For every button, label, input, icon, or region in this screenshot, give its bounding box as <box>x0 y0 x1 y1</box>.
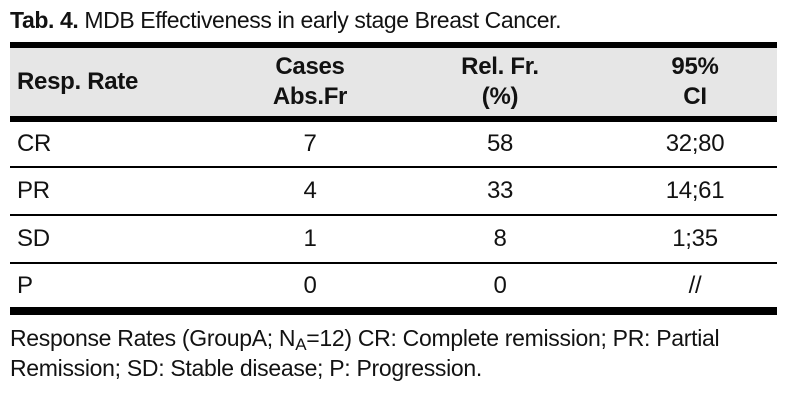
table-caption-number: Tab. 4. <box>10 7 79 33</box>
table-caption: Tab. 4. MDB Effectiveness in early stage… <box>10 0 779 42</box>
footnote-text-after-sub: =12) CR: Complete remission; PR: Partial <box>306 325 720 351</box>
results-table: Resp. Rate Cases Abs.Fr Rel. Fr. (%) 95%… <box>10 42 777 315</box>
table-footnote: Response Rates (GroupA; NA=12) CR: Compl… <box>10 315 779 383</box>
cell-ci: 14;61 <box>665 177 725 204</box>
col-header-rel-fr-line1: Rel. Fr. <box>461 53 539 80</box>
col-header-cases-absfr: Cases Abs.Fr <box>233 45 387 122</box>
cell-rel-fr: 33 <box>486 177 514 204</box>
cell-cases: 0 <box>303 271 317 299</box>
cell-ci: // <box>688 271 702 299</box>
table-row-p: P 0 0 // <box>10 263 777 311</box>
cell-resp-rate: PR <box>17 177 50 204</box>
cell-cases: 4 <box>303 177 317 204</box>
cell-ci: 1;35 <box>672 225 718 252</box>
table-row-pr: PR 4 33 14;61 <box>10 167 777 215</box>
footnote-subscript: A <box>295 335 307 354</box>
col-header-cases-line2: Abs.Fr <box>272 83 348 110</box>
cell-resp-rate: CR <box>17 130 52 157</box>
cell-cases: 1 <box>303 225 317 252</box>
footnote-text-before-sub: Response Rates (GroupA; N <box>10 325 296 351</box>
table-caption-text: MDB Effectiveness in early stage Breast … <box>84 7 562 33</box>
cell-rel-fr: 0 <box>493 271 507 299</box>
cell-ci: 32;80 <box>665 130 725 157</box>
cell-rel-fr: 8 <box>493 225 507 252</box>
col-header-cases-line1: Cases <box>275 53 345 80</box>
col-header-resp-rate: Resp. Rate <box>10 45 233 122</box>
cell-rel-fr: 58 <box>486 130 514 157</box>
col-header-rel-fr-line2: (%) <box>481 83 519 110</box>
col-header-95ci-line2: CI <box>683 83 707 110</box>
table-row-cr: CR 7 58 32;80 <box>10 119 777 167</box>
header-row: Resp. Rate Cases Abs.Fr Rel. Fr. (%) 95%… <box>10 45 777 122</box>
cell-resp-rate: SD <box>17 225 50 252</box>
table-row-sd: SD 1 8 1;35 <box>10 215 777 263</box>
col-header-95ci-line1: 95% <box>671 53 719 80</box>
cell-resp-rate: P <box>17 271 33 299</box>
footnote-line2: Remission; SD: Stable disease; P: Progre… <box>10 355 482 381</box>
cell-cases: 7 <box>303 130 317 157</box>
col-header-95ci: 95% CI <box>613 45 777 122</box>
col-header-rel-fr: Rel. Fr. (%) <box>387 45 613 122</box>
